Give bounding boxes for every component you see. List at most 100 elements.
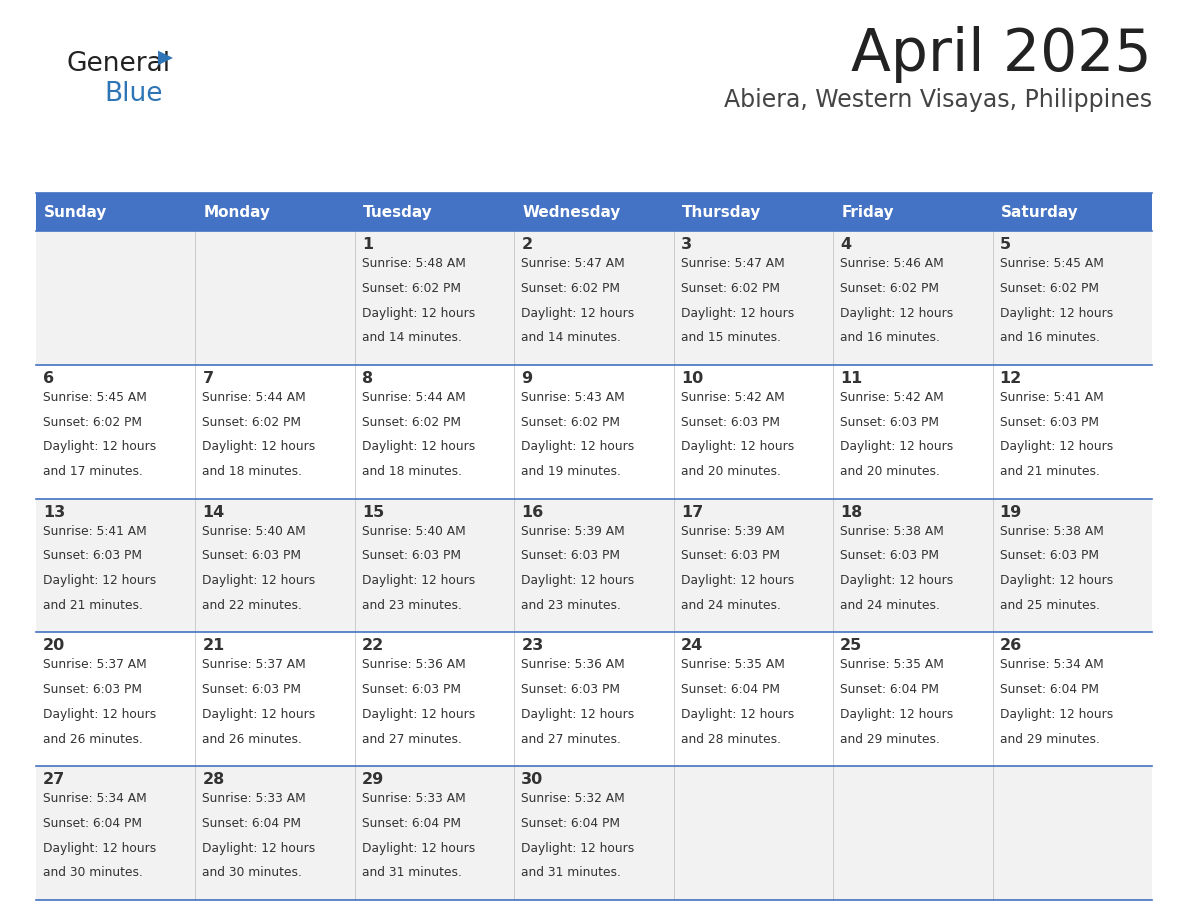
Text: Sunrise: 5:44 AM: Sunrise: 5:44 AM xyxy=(362,391,466,404)
Text: 5: 5 xyxy=(999,237,1011,252)
Text: Daylight: 12 hours: Daylight: 12 hours xyxy=(362,574,475,588)
Text: Sunrise: 5:40 AM: Sunrise: 5:40 AM xyxy=(202,524,307,538)
Text: Daylight: 12 hours: Daylight: 12 hours xyxy=(202,574,316,588)
Text: Sunset: 6:04 PM: Sunset: 6:04 PM xyxy=(43,817,143,830)
Text: and 19 minutes.: and 19 minutes. xyxy=(522,465,621,478)
Bar xyxy=(514,193,674,231)
Bar xyxy=(196,193,355,231)
Text: Sunrise: 5:34 AM: Sunrise: 5:34 AM xyxy=(43,792,147,805)
Text: 1: 1 xyxy=(362,237,373,252)
Text: Daylight: 12 hours: Daylight: 12 hours xyxy=(681,441,794,453)
Text: Sunset: 6:04 PM: Sunset: 6:04 PM xyxy=(362,817,461,830)
Text: 7: 7 xyxy=(202,371,214,386)
Text: Sunset: 6:04 PM: Sunset: 6:04 PM xyxy=(202,817,302,830)
Text: Sunset: 6:03 PM: Sunset: 6:03 PM xyxy=(522,549,620,563)
Text: 3: 3 xyxy=(681,237,691,252)
Text: Sunset: 6:02 PM: Sunset: 6:02 PM xyxy=(999,282,1099,295)
Text: Daylight: 12 hours: Daylight: 12 hours xyxy=(840,708,954,721)
Text: and 30 minutes.: and 30 minutes. xyxy=(43,867,143,879)
Text: Sunrise: 5:38 AM: Sunrise: 5:38 AM xyxy=(999,524,1104,538)
Text: Daylight: 12 hours: Daylight: 12 hours xyxy=(522,441,634,453)
Text: 18: 18 xyxy=(840,505,862,520)
Text: Friday: Friday xyxy=(841,205,893,219)
Text: 21: 21 xyxy=(202,638,225,654)
Text: Sunrise: 5:44 AM: Sunrise: 5:44 AM xyxy=(202,391,307,404)
Text: Daylight: 12 hours: Daylight: 12 hours xyxy=(840,574,954,588)
Text: 17: 17 xyxy=(681,505,703,520)
Text: 9: 9 xyxy=(522,371,532,386)
Text: and 21 minutes.: and 21 minutes. xyxy=(999,465,1099,478)
Text: Daylight: 12 hours: Daylight: 12 hours xyxy=(202,441,316,453)
Text: Sunset: 6:03 PM: Sunset: 6:03 PM xyxy=(840,549,940,563)
Text: 11: 11 xyxy=(840,371,862,386)
Text: 14: 14 xyxy=(202,505,225,520)
Text: Sunset: 6:03 PM: Sunset: 6:03 PM xyxy=(202,683,302,696)
Text: 29: 29 xyxy=(362,772,384,788)
Text: and 17 minutes.: and 17 minutes. xyxy=(43,465,143,478)
Text: and 31 minutes.: and 31 minutes. xyxy=(522,867,621,879)
Text: Daylight: 12 hours: Daylight: 12 hours xyxy=(43,574,157,588)
Text: and 30 minutes.: and 30 minutes. xyxy=(202,867,302,879)
Text: 26: 26 xyxy=(999,638,1022,654)
Text: Sunrise: 5:38 AM: Sunrise: 5:38 AM xyxy=(840,524,944,538)
Text: Sunset: 6:02 PM: Sunset: 6:02 PM xyxy=(840,282,940,295)
Text: Sunset: 6:02 PM: Sunset: 6:02 PM xyxy=(362,416,461,429)
Text: Sunrise: 5:33 AM: Sunrise: 5:33 AM xyxy=(202,792,307,805)
Text: Daylight: 12 hours: Daylight: 12 hours xyxy=(522,708,634,721)
Text: Daylight: 12 hours: Daylight: 12 hours xyxy=(362,842,475,855)
Bar xyxy=(992,193,1152,231)
Text: Sunrise: 5:41 AM: Sunrise: 5:41 AM xyxy=(999,391,1104,404)
Text: 13: 13 xyxy=(43,505,65,520)
Text: and 27 minutes.: and 27 minutes. xyxy=(362,733,462,745)
Text: 6: 6 xyxy=(43,371,55,386)
Text: and 22 minutes.: and 22 minutes. xyxy=(202,599,302,612)
Text: and 15 minutes.: and 15 minutes. xyxy=(681,331,781,344)
Text: Sunset: 6:03 PM: Sunset: 6:03 PM xyxy=(681,416,779,429)
Text: and 23 minutes.: and 23 minutes. xyxy=(522,599,621,612)
Text: Sunrise: 5:39 AM: Sunrise: 5:39 AM xyxy=(681,524,784,538)
Text: Sunrise: 5:32 AM: Sunrise: 5:32 AM xyxy=(522,792,625,805)
Text: 8: 8 xyxy=(362,371,373,386)
Text: Daylight: 12 hours: Daylight: 12 hours xyxy=(681,708,794,721)
Text: Blue: Blue xyxy=(105,81,163,107)
Text: Sunrise: 5:47 AM: Sunrise: 5:47 AM xyxy=(681,257,784,270)
Text: and 23 minutes.: and 23 minutes. xyxy=(362,599,462,612)
Text: Sunset: 6:02 PM: Sunset: 6:02 PM xyxy=(681,282,779,295)
Bar xyxy=(36,193,196,231)
Text: Daylight: 12 hours: Daylight: 12 hours xyxy=(362,307,475,319)
Bar xyxy=(674,193,833,231)
Text: Daylight: 12 hours: Daylight: 12 hours xyxy=(202,842,316,855)
Text: Sunrise: 5:45 AM: Sunrise: 5:45 AM xyxy=(43,391,147,404)
Text: Sunrise: 5:40 AM: Sunrise: 5:40 AM xyxy=(362,524,466,538)
Text: and 29 minutes.: and 29 minutes. xyxy=(999,733,1099,745)
Text: and 29 minutes.: and 29 minutes. xyxy=(840,733,940,745)
Text: Sunset: 6:03 PM: Sunset: 6:03 PM xyxy=(362,549,461,563)
Text: and 18 minutes.: and 18 minutes. xyxy=(202,465,303,478)
Text: Wednesday: Wednesday xyxy=(523,205,620,219)
Text: Sunset: 6:04 PM: Sunset: 6:04 PM xyxy=(840,683,940,696)
Text: and 24 minutes.: and 24 minutes. xyxy=(840,599,940,612)
Text: and 27 minutes.: and 27 minutes. xyxy=(522,733,621,745)
Text: 22: 22 xyxy=(362,638,384,654)
Text: Sunrise: 5:39 AM: Sunrise: 5:39 AM xyxy=(522,524,625,538)
Bar xyxy=(833,193,992,231)
Text: Sunset: 6:03 PM: Sunset: 6:03 PM xyxy=(43,683,143,696)
Text: Sunset: 6:02 PM: Sunset: 6:02 PM xyxy=(43,416,143,429)
Text: and 14 minutes.: and 14 minutes. xyxy=(522,331,621,344)
Text: General: General xyxy=(67,51,170,77)
Text: Sunset: 6:02 PM: Sunset: 6:02 PM xyxy=(522,282,620,295)
Text: Monday: Monday xyxy=(203,205,271,219)
Text: Daylight: 12 hours: Daylight: 12 hours xyxy=(681,574,794,588)
Text: Sunset: 6:03 PM: Sunset: 6:03 PM xyxy=(681,549,779,563)
Text: 15: 15 xyxy=(362,505,384,520)
Text: and 28 minutes.: and 28 minutes. xyxy=(681,733,781,745)
Text: 16: 16 xyxy=(522,505,544,520)
Text: Sunrise: 5:45 AM: Sunrise: 5:45 AM xyxy=(999,257,1104,270)
Text: Sunset: 6:03 PM: Sunset: 6:03 PM xyxy=(840,416,940,429)
Text: and 24 minutes.: and 24 minutes. xyxy=(681,599,781,612)
Text: and 18 minutes.: and 18 minutes. xyxy=(362,465,462,478)
Text: Daylight: 12 hours: Daylight: 12 hours xyxy=(999,441,1113,453)
Text: Sunrise: 5:34 AM: Sunrise: 5:34 AM xyxy=(999,658,1104,671)
Text: Sunset: 6:03 PM: Sunset: 6:03 PM xyxy=(999,549,1099,563)
Text: 24: 24 xyxy=(681,638,703,654)
